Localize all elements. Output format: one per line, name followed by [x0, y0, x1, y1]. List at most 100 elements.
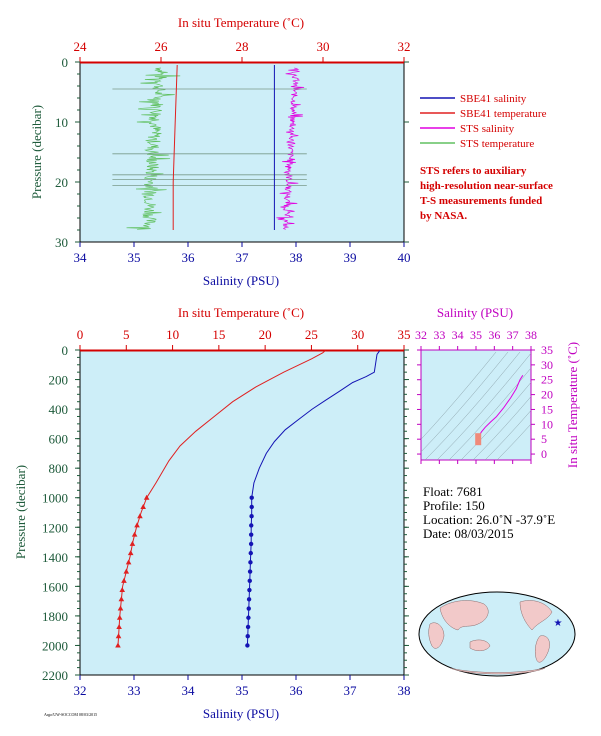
bottom-temp-tick-label: 0 [77, 327, 84, 342]
density-contour [460, 381, 531, 460]
temperature-sample-marker [116, 623, 122, 629]
salinity-sample-marker [249, 495, 254, 500]
ts-sal-tick-label: 32 [415, 328, 427, 342]
top-temp-tick-label: 32 [398, 39, 411, 54]
bottom-pres-tick-label: 0 [62, 343, 69, 358]
sts-temperature-line [126, 67, 181, 230]
location: Location: 26.0˚N -37.9˚E [423, 512, 555, 527]
temperature-sample-marker [119, 587, 126, 593]
continent-antarctica [449, 667, 546, 675]
legend-note-line-3: T-S measurements funded [420, 195, 542, 207]
ts-sal-tick-label: 35 [470, 328, 482, 342]
legend: SBE41 salinity SBE41 temperature STS sal… [420, 93, 553, 222]
density-contour [421, 351, 497, 440]
ts-panel: Salinity (PSU) 32 33 34 35 36 37 3805101520253… [415, 305, 580, 468]
top-panel: In situ Temperature (˚C) 24 26 28 30 32 34 35 3… [29, 15, 411, 288]
salinity-sample-marker [248, 550, 253, 556]
bottom-pres-tick-label: 200 [49, 373, 69, 388]
bottom-sal-tick-label: 36 [290, 683, 304, 698]
temperature-sample-marker [115, 642, 121, 648]
bottom-pres-tick-label: 1000 [42, 491, 68, 506]
temperature-sample-marker [137, 513, 143, 519]
bottom-panel-salinity-axis-title: Salinity (PSU) [203, 706, 279, 721]
salinity-sample-marker [247, 578, 252, 584]
temperature-sample-marker [127, 550, 134, 556]
sbe-temperature-line [117, 350, 326, 646]
ts-deep-water-cluster [475, 433, 482, 446]
bottom-temp-tick-label: 30 [351, 327, 364, 342]
bottom-sal-tick-label: 38 [398, 683, 411, 698]
bottom-temp-tick-label: 5 [123, 327, 130, 342]
salinity-sample-marker [245, 634, 250, 639]
ts-panel-density-contours [421, 351, 531, 460]
salinity-sample-marker [247, 569, 253, 574]
ts-sal-tick-label: 34 [452, 328, 464, 342]
salinity-sample-marker [249, 504, 254, 510]
top-pres-tick-label: 20 [55, 175, 68, 190]
legend-note-line-4: by NASA. [420, 210, 467, 222]
bottom-temp-tick-label: 10 [166, 327, 179, 342]
continent-africa [428, 622, 445, 649]
temperature-sample-marker [115, 633, 122, 639]
bottom-pres-tick-label: 600 [49, 432, 69, 447]
density-contour [472, 396, 531, 460]
temperature-sample-marker [131, 531, 138, 537]
top-panel-pressure-axis-title: Pressure (decibar) [29, 105, 44, 199]
legend-label-sbe-salinity: SBE41 salinity [460, 93, 527, 105]
ts-temp-tick-label: 10 [541, 417, 553, 431]
temperature-sample-marker [140, 503, 146, 509]
density-contour [484, 410, 531, 460]
bottom-temp-tick-label: 15 [212, 327, 225, 342]
bottom-panel-series [115, 350, 381, 648]
top-panel-salinity-axis-title: Salinity (PSU) [203, 273, 279, 288]
ts-temp-tick-label: 25 [541, 373, 553, 387]
bottom-sal-tick-label: 34 [182, 683, 196, 698]
bottom-pres-tick-label: 1800 [42, 609, 68, 624]
bottom-sal-tick-label: 37 [344, 683, 358, 698]
density-contour [436, 352, 531, 460]
salinity-sample-marker [245, 624, 251, 630]
density-contour [448, 367, 531, 460]
bottom-sal-tick-label: 35 [236, 683, 249, 698]
legend-label-sbe-temperature: SBE41 temperature [460, 108, 547, 120]
top-pres-tick-label: 30 [55, 235, 68, 250]
top-pres-tick-label: 0 [62, 55, 69, 70]
temperature-sample-marker [118, 596, 125, 602]
top-panel-ticks: 24 26 28 30 32 34 35 36 37 38 39 40 0 10 20 30 [55, 39, 411, 265]
continent-asia [439, 600, 489, 631]
ts-sal-tick-label: 38 [525, 328, 537, 342]
temperature-sample-marker [117, 605, 124, 611]
bottom-panel-temp-axis-title: In situ Temperature (˚C) [178, 305, 304, 320]
density-contour [496, 423, 531, 460]
legend-label-sts-temperature: STS temperature [460, 138, 534, 150]
bottom-pres-tick-label: 400 [49, 402, 69, 417]
temperature-sample-marker [143, 494, 150, 500]
bottom-panel-pressure-axis-title: Pressure (decibar) [13, 465, 28, 559]
top-sal-tick-label: 37 [236, 250, 250, 265]
legend-note-line-2: high-resolution near-surface [420, 180, 553, 192]
top-sal-tick-label: 38 [290, 250, 303, 265]
salinity-sample-marker [247, 587, 252, 593]
bottom-temp-tick-label: 20 [259, 327, 272, 342]
date: Date: 08/03/2015 [423, 526, 514, 541]
top-temp-tick-label: 30 [317, 39, 330, 54]
salinity-sample-marker [248, 560, 253, 565]
top-panel-temp-axis-title: In situ Temperature (˚C) [178, 15, 304, 30]
bottom-pres-tick-label: 1200 [42, 520, 68, 535]
top-sal-tick-label: 36 [182, 250, 196, 265]
salinity-sample-marker [246, 597, 252, 602]
top-temp-tick-label: 28 [236, 39, 249, 54]
legend-note-line-1: STS refers to auxiliary [420, 165, 527, 177]
ts-panel-temp-axis-title: In situ Temperature (˚C) [565, 342, 580, 468]
top-panel-plot-area [79, 61, 405, 243]
bottom-pres-tick-label: 2000 [42, 638, 68, 653]
ts-temp-tick-label: 5 [541, 432, 547, 446]
bottom-panel-ticks: 0 5 10 15 20 25 30 35 32 33 34 35 36 37 38 0 200 400 600 80… [42, 327, 411, 698]
bottom-panel: In situ Temperature (˚C) 0 5 10 15 20 25 30 35 3… [13, 305, 411, 721]
continent-north-america [519, 600, 553, 631]
world-map: ★ [418, 591, 576, 677]
bottom-pres-tick-label: 1400 [42, 550, 68, 565]
temperature-sample-marker [121, 577, 127, 583]
top-temp-tick-label: 24 [74, 39, 88, 54]
